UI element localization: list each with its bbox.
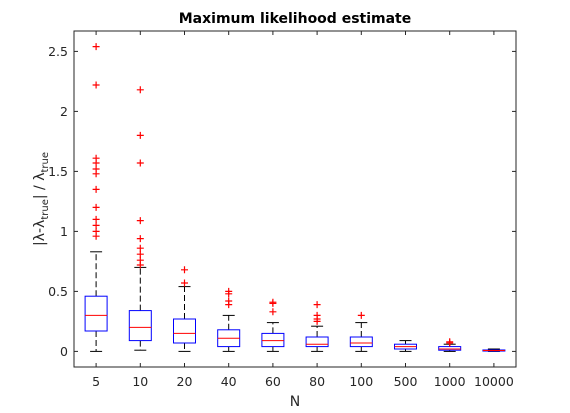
outlier-marker <box>92 154 100 162</box>
y-label-part-2: | / λ <box>32 173 48 200</box>
x-tick-label: 5 <box>92 374 100 389</box>
outlier-marker <box>92 215 100 223</box>
box-group-10000 <box>482 348 506 352</box>
outlier-marker <box>136 217 144 225</box>
x-tick-label: 1000 <box>434 374 466 389</box>
box <box>305 336 329 348</box>
box <box>261 332 285 348</box>
x-tick-label: 20 <box>177 374 193 389</box>
outlier-marker <box>136 131 144 139</box>
y-axis: 0 0.5 1 1.5 2 2.5 <box>48 44 516 359</box>
x-tick-label: 60 <box>265 374 281 389</box>
outlier-marker <box>136 86 144 94</box>
y-tick-label: 0.5 <box>48 284 68 299</box>
y-tick-label: 1 <box>60 224 68 239</box>
box <box>84 295 108 332</box>
x-tick-label: 10000 <box>474 374 514 389</box>
y-label-sub-1: true <box>40 199 51 220</box>
x-tick-label: 500 <box>394 374 418 389</box>
y-label-sub-2: true <box>40 152 51 173</box>
outlier-marker <box>136 159 144 167</box>
outlier-marker <box>92 165 100 173</box>
outlier-marker <box>181 279 188 287</box>
box <box>173 318 196 344</box>
x-axis-label: N <box>290 394 300 410</box>
outlier-marker <box>136 250 144 258</box>
outlier-marker <box>269 308 277 316</box>
box-group-500 <box>394 340 417 352</box>
y-tick-label: 2.5 <box>48 44 68 59</box>
outlier-marker <box>181 266 188 274</box>
boxes-layer <box>84 43 506 352</box>
outlier-marker <box>136 244 144 252</box>
x-axis: 5 10 20 40 60 80 100 500 1000 10000 <box>92 31 514 389</box>
outlier-marker <box>92 43 100 51</box>
x-tick-label: 100 <box>349 374 373 389</box>
y-tick-label: 0 <box>60 344 68 359</box>
x-tick-label: 40 <box>221 374 237 389</box>
box-group-5 <box>84 43 108 352</box>
outlier-marker <box>225 297 233 305</box>
x-tick-label: 10 <box>132 374 148 389</box>
box-group-60 <box>261 298 285 352</box>
outlier-marker <box>92 185 100 193</box>
y-tick-label: 2 <box>60 104 68 119</box>
plot-area <box>73 30 517 368</box>
outlier-marker <box>92 227 100 235</box>
box-group-20 <box>173 266 196 352</box>
chart-title: Maximum likelihood estimate <box>179 11 412 27</box>
box-group-1000 <box>438 338 462 352</box>
box-group-10 <box>128 86 152 351</box>
outlier-marker <box>136 235 144 243</box>
outlier-marker <box>313 311 321 319</box>
outlier-marker <box>136 256 144 264</box>
box-group-100 <box>349 311 373 352</box>
outlier-marker <box>92 221 100 229</box>
y-tick-label: 1.5 <box>48 164 68 179</box>
outlier-marker <box>269 298 277 306</box>
outlier-marker <box>313 301 321 309</box>
y-label-part-1: |λ-λ <box>32 220 48 246</box>
outlier-marker <box>357 311 365 319</box>
box-group-80 <box>305 301 329 352</box>
box <box>128 310 152 342</box>
y-axis-label: |λ-λtrue| / λtrue <box>32 152 51 246</box>
box <box>349 336 373 348</box>
x-tick-label: 80 <box>309 374 325 389</box>
outlier-marker <box>92 81 100 89</box>
box-group-40 <box>217 287 241 352</box>
box <box>438 346 462 351</box>
outlier-marker <box>92 203 100 211</box>
outlier-marker <box>225 287 233 295</box>
outlier-marker <box>446 338 454 346</box>
